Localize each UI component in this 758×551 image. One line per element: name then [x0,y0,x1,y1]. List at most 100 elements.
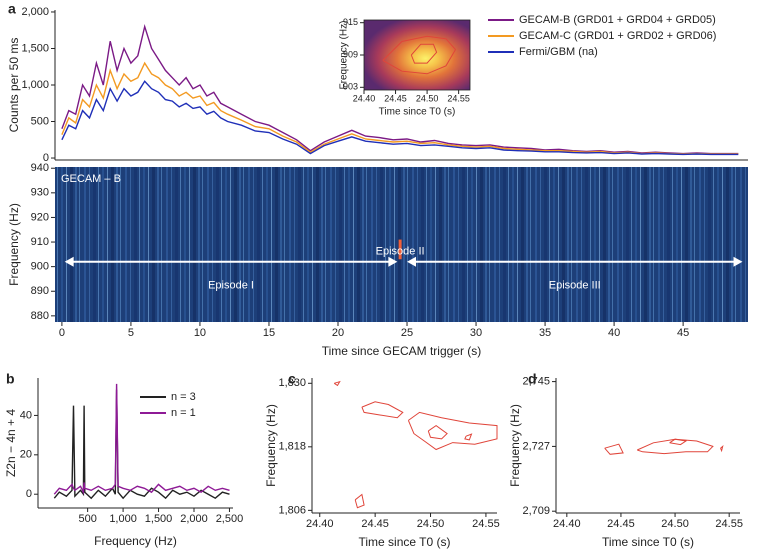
contour [382,35,457,75]
x-tick-label: 24.40 [553,518,581,530]
y-tick-label: 909 [343,49,358,59]
y-tick-label: 890 [31,285,49,297]
contour [720,445,724,453]
x-axis-label: Frequency (Hz) [94,534,177,548]
panel: 1,806 1,818 1,830 24.40 24.45 24.50 24.55 Time … [264,371,500,549]
x-tick-label: 45 [677,327,689,339]
y-tick-label: 40 [20,409,32,421]
contour [354,493,365,509]
y-tick-label: 910 [31,236,49,248]
x-tick-label: 30 [470,327,482,339]
contour [410,43,438,64]
x-tick-label: 500 [78,513,96,525]
contour [464,433,473,441]
y-tick-label: 903 [343,82,358,92]
x-tick-label: 24.50 [661,518,689,530]
x-tick-label: 1,000 [109,513,137,525]
y-tick-label: 0 [26,488,32,500]
x-tick-label: 2,000 [180,513,208,525]
contour [427,424,448,440]
x-axis-label: Time since T0 (s) [602,535,694,549]
heatmap [364,20,470,90]
contour [669,438,688,446]
series-line [61,61,739,155]
panel-label: b [6,371,15,387]
contour [604,443,624,455]
panel: 903 909 915 24.40 24.45 24.50 24.55 Time since … [339,17,471,118]
x-tick-label: 35 [539,327,551,339]
annotation: GECAM – B [61,173,121,185]
contour [333,380,341,387]
y-axis-label: Frequency (Hz) [7,203,21,286]
y-tick-label: 2,709 [522,505,550,517]
x-tick-label: 24.40 [353,93,376,103]
y-tick-label: 880 [31,310,49,322]
y-tick-label: 1,818 [278,441,306,453]
x-axis-label: Time since GECAM trigger (s) [322,344,482,358]
panel: 2,709 2,727 2,745 24.40 24.45 24.50 24.55 Time … [508,371,743,549]
x-axis-label: Time since T0 (s) [358,535,450,549]
series-line [53,383,230,495]
y-tick-label: 500 [31,115,49,127]
y-tick-label: 1,000 [21,79,49,91]
x-tick-label: 24.45 [384,93,407,103]
panel: 0 500 1,000 1,500 2,000 Counts per 50 ms a GECA… [7,1,748,164]
contour [361,401,404,419]
x-tick-label: 10 [194,327,206,339]
series-line [61,23,739,155]
contour [407,411,498,451]
annotation: Episode III [549,280,601,292]
x-tick-label: 24.50 [416,93,439,103]
x-tick-label: 25 [401,327,413,339]
y-tick-label: 900 [31,261,49,273]
y-tick-label: 1,500 [21,42,49,54]
panel-label: c [288,371,296,387]
x-tick-label: 24.55 [447,93,470,103]
panel-label: d [528,371,537,387]
x-tick-label: 24.55 [472,518,500,530]
y-tick-label: 915 [343,17,358,27]
x-tick-label: 40 [608,327,620,339]
y-tick-label: 1,806 [278,504,306,516]
y-tick-label: 20 [20,449,32,461]
x-tick-label: 24.55 [715,518,743,530]
x-tick-label: 24.45 [361,518,389,530]
x-tick-label: 20 [332,327,344,339]
annotation: Episode I [208,280,254,292]
y-tick-label: 2,745 [522,376,550,388]
legend-label: Fermi/GBM (na) [519,46,598,58]
panel: 0 20 40 500 1,000 1,500 2,000 2,500 Frequency (H… [4,371,243,548]
y-tick-label: 0 [43,152,49,164]
x-tick-label: 1,500 [145,513,173,525]
panel-label: a [8,1,16,17]
y-axis-label: Counts per 50 ms [7,38,21,133]
x-axis-label: Time since T0 (s) [379,107,456,118]
annotation: Episode II [376,245,425,257]
y-tick-label: 1,830 [278,377,306,389]
y-axis-label: Frequency (Hz) [508,404,522,487]
y-tick-label: 2,000 [21,6,49,18]
y-tick-label: 930 [31,187,49,199]
y-axis-label: Frequency (Hz) [264,404,278,487]
series-line [53,389,230,500]
legend-label: n = 1 [171,407,196,419]
series-line [61,80,739,156]
x-tick-label: 24.50 [417,518,445,530]
legend-label: GECAM-B (GRD01 + GRD04 + GRD05) [519,14,716,26]
legend-label: n = 3 [171,391,196,403]
y-tick-label: 920 [31,211,49,223]
y-tick-label: 940 [31,162,49,174]
x-tick-label: 24.40 [306,518,334,530]
x-tick-label: 15 [263,327,275,339]
x-tick-label: 24.45 [607,518,635,530]
x-tick-label: 0 [59,327,65,339]
y-tick-label: 2,727 [522,440,550,452]
x-tick-label: 2,500 [216,513,244,525]
legend-label: GECAM-C (GRD01 + GRD02 + GRD06) [519,30,716,42]
y-axis-label: Frequency (Hz) [339,21,350,90]
y-axis-label: Z2n − 4n + 4 [4,409,18,477]
contour [636,438,714,455]
panel: GECAM – B Episode I Episode II Episode III 8… [7,162,748,358]
